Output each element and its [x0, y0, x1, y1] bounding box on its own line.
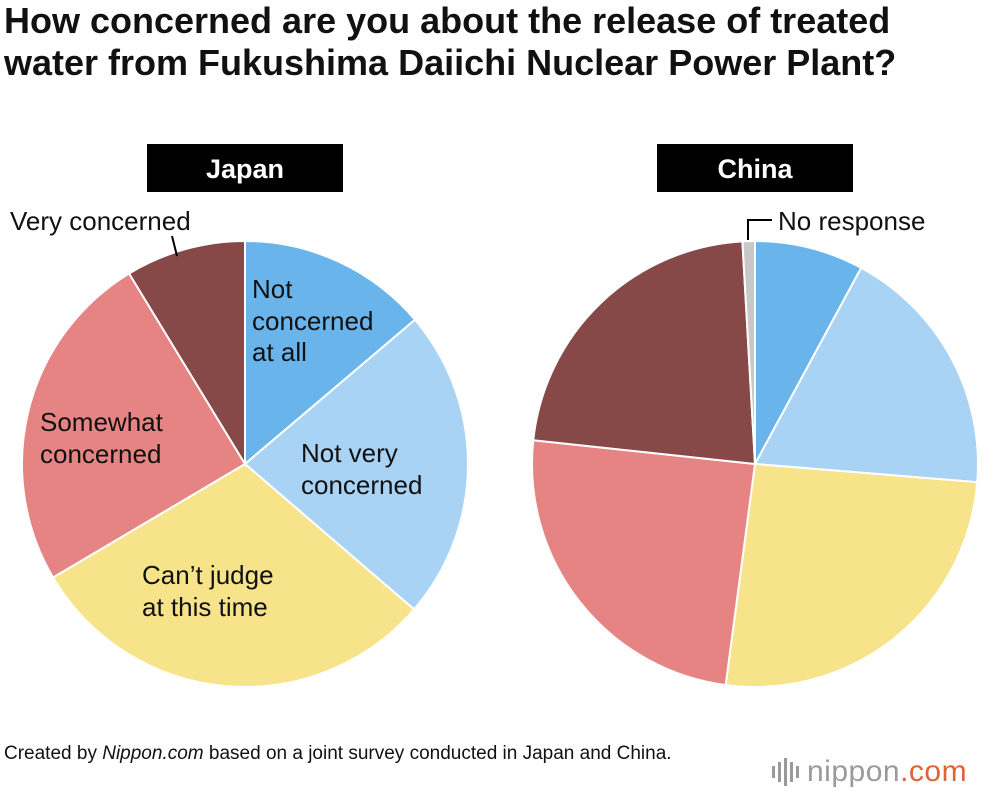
china-slice-very-concerned	[532, 240, 757, 466]
japan-label-cant-judge-1: Can’t judge	[142, 560, 274, 590]
china-slice-not-concerned-at-all	[754, 239, 863, 465]
china-slice-not-very-concerned	[753, 266, 979, 484]
japan-label-somewhat-2: concerned	[40, 439, 161, 469]
japan-label-not-concerned-1: Not	[252, 274, 293, 304]
japan-label-very: Very concerned	[10, 206, 191, 236]
japan-label-not-concerned-3: at all	[252, 337, 307, 367]
china-pie-group: China No response	[531, 144, 979, 688]
footer-prefix: Created by	[4, 743, 103, 764]
japan-label-not-very-1: Not very	[301, 438, 398, 468]
japan-header: Japan	[206, 154, 284, 184]
japan-label-cant-judge-2: at this time	[142, 592, 268, 622]
japan-slice-very-concerned	[127, 239, 246, 468]
japan-label-somewhat-1: Somewhat	[40, 407, 164, 437]
japan-slice-labels: Not concerned at all Not very concerned …	[10, 206, 422, 622]
japan-pie-group: Japan Not concerned at all Not very conc…	[10, 144, 469, 688]
logo-name: nippon	[807, 755, 901, 788]
footer-source: Nippon.com	[102, 743, 204, 764]
japan-slice-not-very-concerned	[243, 318, 469, 611]
chart-title: How concerned are you about the release …	[4, 0, 994, 84]
japan-slices	[21, 239, 469, 688]
nippon-logo: nippon.com	[772, 752, 967, 792]
chart-title-line-2: water from Fukushima Daiichi Nuclear Pow…	[4, 42, 897, 83]
japan-very-leader-line	[171, 235, 178, 257]
logo-tld: .com	[900, 755, 968, 788]
pie-charts: Japan Not concerned at all Not very conc…	[10, 144, 979, 688]
china-slice-no-response	[741, 239, 756, 465]
japan-header-box	[147, 144, 343, 192]
japan-slice-somewhat-concerned	[21, 272, 247, 579]
chart-title-line-1: How concerned are you about the release …	[4, 0, 891, 41]
china-no-response-leader-line	[747, 219, 772, 240]
china-slice-can-t-judge-at-this-time	[724, 462, 979, 688]
japan-slice-not-concerned-at-all	[244, 239, 417, 467]
footer-suffix: based on a joint survey conducted in Jap…	[203, 743, 672, 764]
footer-note: Created by Nippon.com based on a joint s…	[4, 740, 704, 767]
china-header-box	[657, 144, 853, 192]
logo-bars-icon	[772, 758, 799, 786]
japan-label-not-concerned-2: concerned	[252, 306, 373, 336]
china-label-no-response: No response	[778, 206, 925, 236]
china-slices	[531, 239, 979, 688]
japan-slice-can-t-judge-at-this-time	[51, 462, 416, 688]
china-header: China	[717, 154, 793, 184]
china-slice-somewhat-concerned	[531, 439, 757, 687]
japan-label-not-very-2: concerned	[301, 470, 422, 500]
